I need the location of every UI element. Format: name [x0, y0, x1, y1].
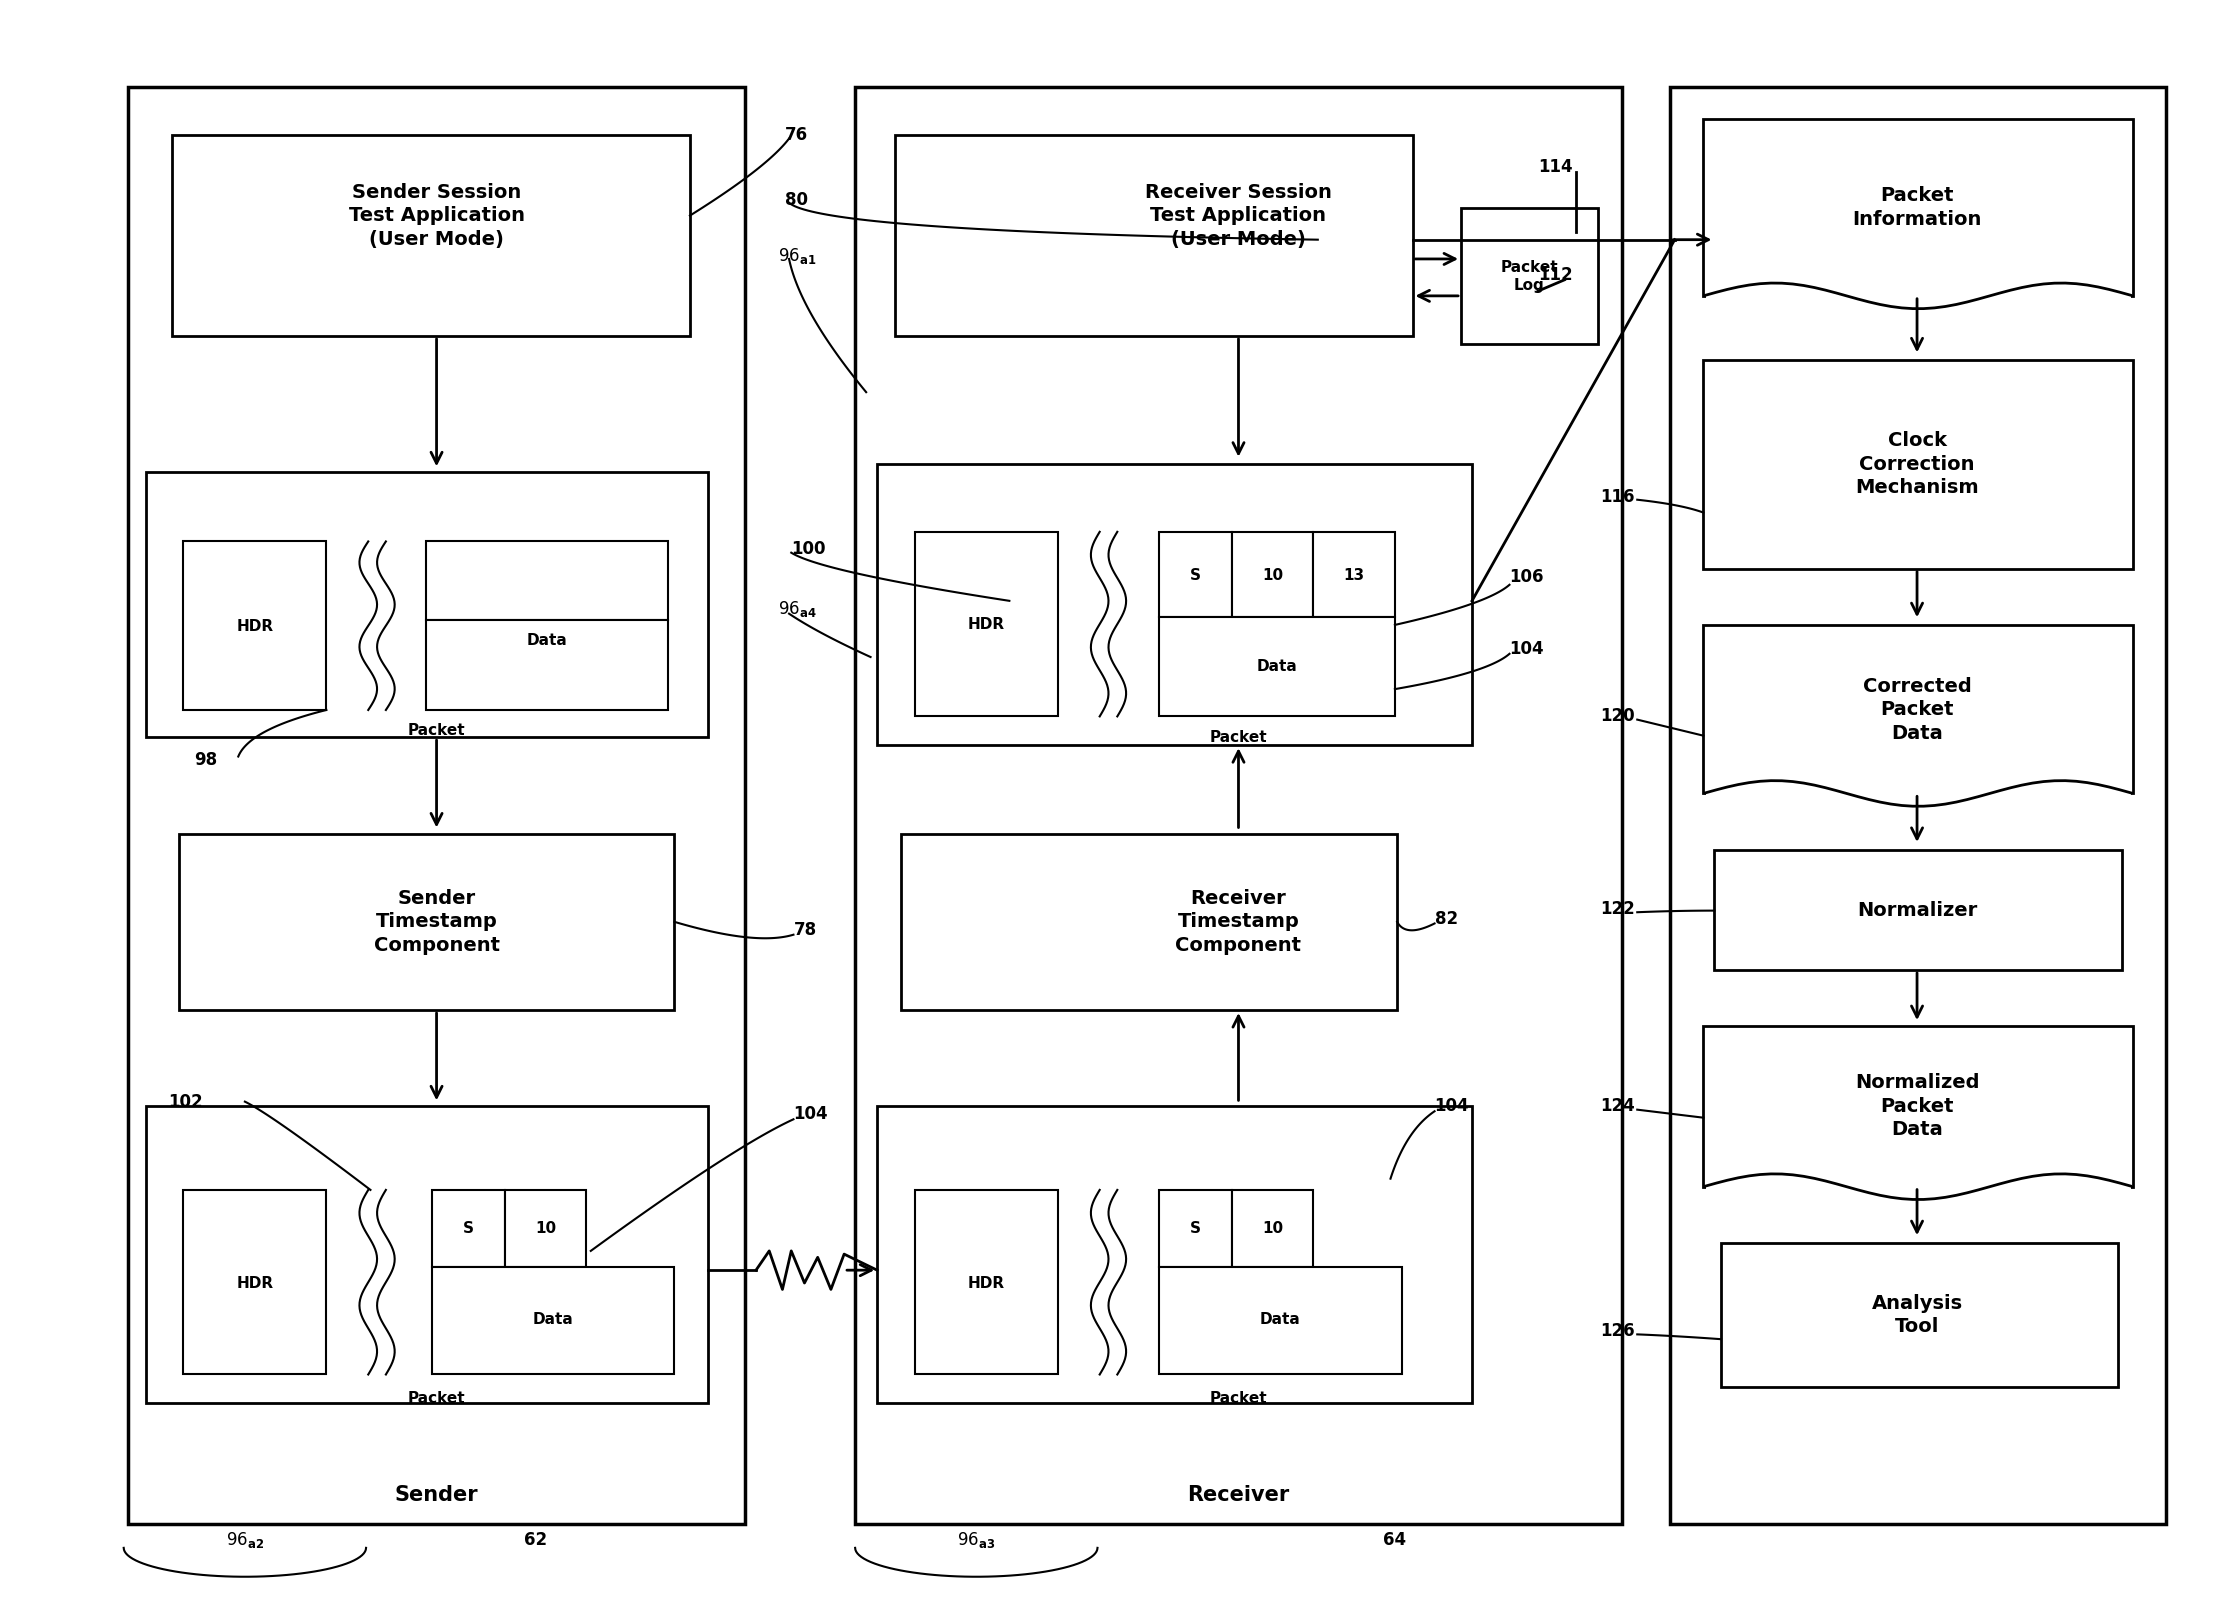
Text: Packet: Packet — [1210, 1391, 1268, 1405]
Text: 120: 120 — [1601, 708, 1634, 725]
Text: Data: Data — [1259, 1313, 1301, 1328]
Text: 98: 98 — [195, 751, 217, 769]
Text: 10: 10 — [1261, 1221, 1284, 1235]
Text: 62: 62 — [523, 1532, 548, 1549]
Bar — [426, 541, 667, 620]
Bar — [146, 1106, 707, 1404]
Bar — [129, 87, 745, 1523]
Bar — [184, 541, 326, 711]
Text: HDR: HDR — [237, 618, 273, 635]
Bar — [1669, 87, 2166, 1523]
Text: S: S — [1191, 568, 1202, 583]
Text: 78: 78 — [794, 921, 816, 939]
Text: Clock
Correction
Mechanism: Clock Correction Mechanism — [1856, 431, 1980, 497]
Text: Corrected
Packet
Data: Corrected Packet Data — [1862, 677, 1971, 743]
Text: 124: 124 — [1601, 1098, 1634, 1115]
Text: 116: 116 — [1601, 487, 1634, 505]
Bar — [1720, 1243, 2117, 1387]
Text: Packet
Information: Packet Information — [1853, 186, 1982, 228]
Text: S: S — [1191, 1221, 1202, 1235]
Text: 96$_{\mathbf{a1}}$: 96$_{\mathbf{a1}}$ — [778, 246, 816, 266]
Bar — [1703, 625, 2133, 793]
Bar — [1159, 531, 1233, 617]
Text: Packet: Packet — [408, 724, 466, 738]
Text: Sender Session
Test Application
(User Mode): Sender Session Test Application (User Mo… — [348, 183, 525, 249]
Text: HDR: HDR — [967, 617, 1004, 633]
Bar — [878, 1106, 1472, 1404]
Text: Sender: Sender — [395, 1485, 479, 1506]
Text: 13: 13 — [1344, 568, 1366, 583]
Text: 100: 100 — [791, 541, 825, 559]
Bar — [916, 531, 1058, 716]
Text: 82: 82 — [1434, 910, 1459, 928]
Text: S: S — [463, 1221, 474, 1235]
Text: Receiver
Timestamp
Component: Receiver Timestamp Component — [1175, 889, 1301, 955]
Bar — [896, 136, 1412, 337]
Bar — [878, 465, 1472, 745]
Bar — [1159, 617, 1394, 716]
Text: 80: 80 — [785, 191, 807, 209]
Text: 64: 64 — [1383, 1532, 1406, 1549]
Bar — [1705, 288, 2131, 312]
Bar — [146, 473, 707, 737]
Text: 104: 104 — [1510, 640, 1543, 657]
Text: 114: 114 — [1539, 159, 1572, 176]
Bar — [916, 1190, 1058, 1375]
Bar — [426, 620, 667, 711]
Text: 96$_{\mathbf{a2}}$: 96$_{\mathbf{a2}}$ — [226, 1530, 264, 1549]
Bar — [1233, 531, 1312, 617]
Bar — [1703, 1026, 2133, 1187]
Bar — [180, 834, 674, 1010]
Text: 104: 104 — [1434, 1098, 1470, 1115]
Text: 96$_{\mathbf{a3}}$: 96$_{\mathbf{a3}}$ — [958, 1530, 995, 1549]
Bar — [1714, 850, 2122, 970]
Bar — [184, 1190, 326, 1375]
Text: Analysis
Tool: Analysis Tool — [1871, 1294, 1962, 1336]
Bar — [1312, 531, 1394, 617]
Text: 122: 122 — [1601, 900, 1634, 918]
Text: Data: Data — [525, 633, 568, 649]
Text: 106: 106 — [1510, 568, 1543, 586]
Text: Packet: Packet — [408, 1391, 466, 1405]
Text: Receiver: Receiver — [1188, 1485, 1290, 1506]
Text: 102: 102 — [168, 1093, 202, 1111]
Bar — [1233, 1190, 1312, 1268]
Text: Sender
Timestamp
Component: Sender Timestamp Component — [372, 889, 499, 955]
Bar — [1705, 1179, 2131, 1203]
Text: Normalized
Packet
Data: Normalized Packet Data — [1856, 1073, 1980, 1140]
Bar — [856, 87, 1623, 1523]
Bar — [1705, 785, 2131, 810]
Text: Normalizer: Normalizer — [1858, 902, 1978, 920]
Text: Data: Data — [532, 1313, 574, 1328]
Text: 104: 104 — [794, 1106, 829, 1124]
Text: HDR: HDR — [237, 1276, 273, 1290]
Text: 96$_{\mathbf{a4}}$: 96$_{\mathbf{a4}}$ — [778, 599, 816, 618]
Text: Receiver Session
Test Application
(User Mode): Receiver Session Test Application (User … — [1144, 183, 1332, 249]
Text: 76: 76 — [785, 126, 807, 144]
Bar — [1461, 207, 1598, 343]
Bar — [432, 1190, 505, 1268]
Text: HDR: HDR — [967, 1276, 1004, 1290]
Bar — [1703, 120, 2133, 296]
Bar — [1159, 1268, 1401, 1375]
Bar — [173, 136, 689, 337]
Text: 126: 126 — [1601, 1323, 1634, 1341]
Text: Data: Data — [1257, 659, 1297, 674]
Text: Packet: Packet — [1210, 730, 1268, 745]
Text: 10: 10 — [1261, 568, 1284, 583]
Bar — [902, 834, 1397, 1010]
Bar — [505, 1190, 585, 1268]
Text: 112: 112 — [1539, 266, 1572, 283]
Bar — [1703, 359, 2133, 568]
Bar — [432, 1268, 674, 1375]
Text: Packet
Log: Packet Log — [1501, 259, 1559, 293]
Bar — [1159, 1190, 1233, 1268]
Text: 10: 10 — [534, 1221, 556, 1235]
